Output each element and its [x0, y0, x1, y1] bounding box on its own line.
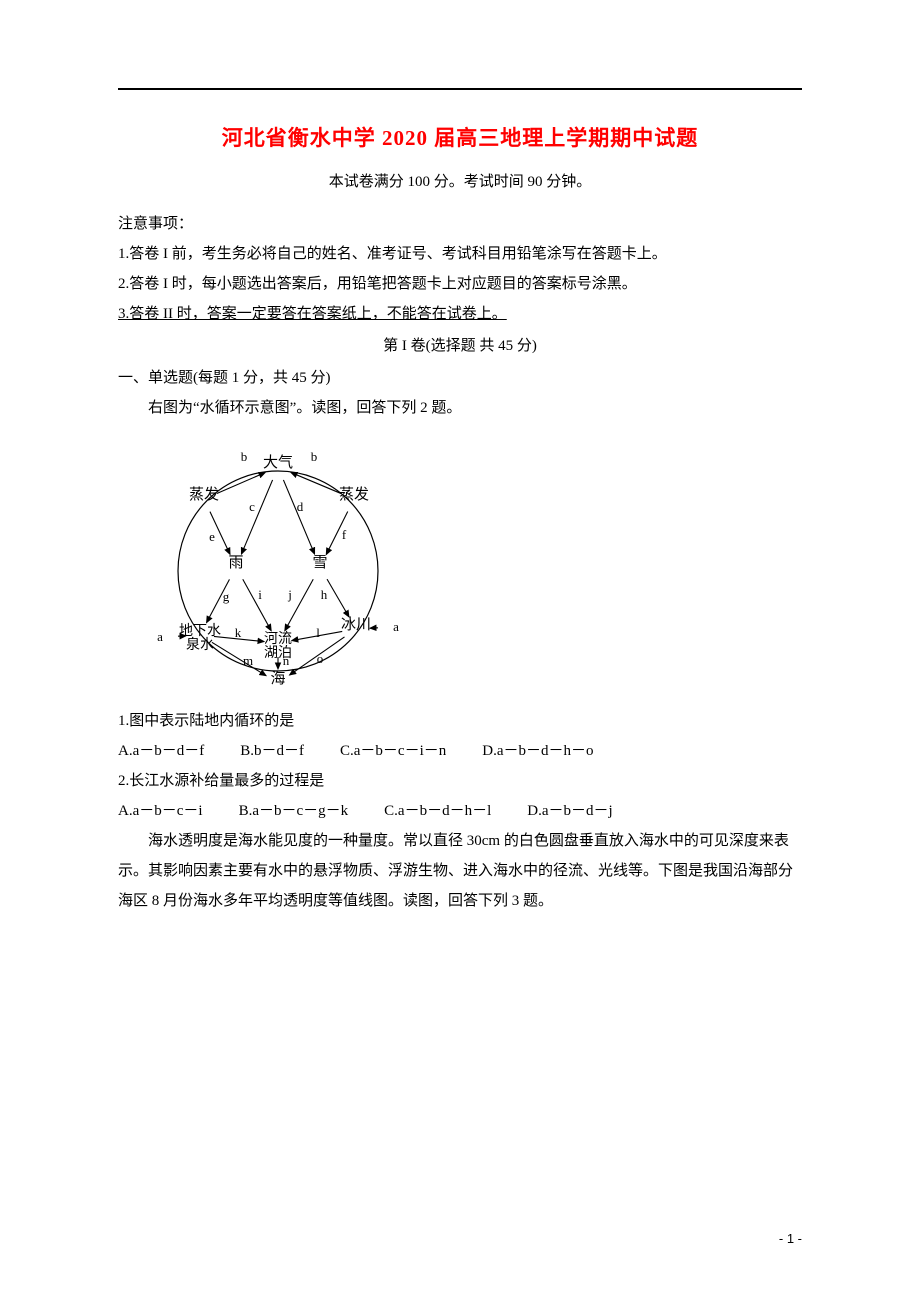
svg-text:f: f: [342, 527, 347, 542]
section-header: 一、单选题(每题 1 分，共 45 分): [118, 363, 802, 393]
q1-opt-c: C.a－b－c－i－n: [340, 736, 446, 766]
svg-text:h: h: [321, 587, 328, 602]
svg-text:雨: 雨: [228, 555, 243, 571]
svg-text:地下水: 地下水: [179, 623, 221, 639]
svg-text:b: b: [311, 449, 318, 464]
svg-text:大气: 大气: [263, 454, 293, 471]
svg-text:a: a: [157, 629, 163, 644]
svg-text:冰川: 冰川: [341, 616, 371, 633]
exam-subhead: 本试卷满分 100 分。考试时间 90 分钟。: [118, 170, 802, 191]
water-cycle-diagram: 大气蒸发蒸发雨雪地下水泉水河流湖泊冰川海bbcdefghijklmnoaa: [148, 431, 802, 696]
svg-text:j: j: [287, 587, 292, 602]
svg-text:雪: 雪: [312, 555, 327, 571]
notice-2: 2.答卷 I 时，每小题选出答案后，用铅笔把答题卡上对应题目的答案标号涂黑。: [118, 269, 802, 299]
q1-opt-d: D.a－b－d－h－o: [482, 736, 593, 766]
q2-opt-a: A.a－b－c－i: [118, 796, 203, 826]
page-number: - 1 -: [779, 1231, 802, 1246]
paper-section: 第 I 卷(选择题 共 45 分): [118, 331, 802, 361]
page-content: 河北省衡水中学 2020 届高三地理上学期期中试题 本试卷满分 100 分。考试…: [118, 122, 802, 916]
svg-text:泉水: 泉水: [186, 636, 214, 653]
svg-text:o: o: [317, 651, 324, 666]
q1-opt-b: B.b－d－f: [240, 736, 304, 766]
svg-text:g: g: [223, 589, 230, 604]
top-rule: [118, 88, 802, 90]
svg-text:m: m: [243, 653, 253, 668]
svg-text:b: b: [241, 449, 248, 464]
svg-text:l: l: [316, 625, 320, 640]
water-cycle-svg: 大气蒸发蒸发雨雪地下水泉水河流湖泊冰川海bbcdefghijklmnoaa: [148, 431, 408, 691]
q2-opt-b: B.a－b－c－g－k: [239, 796, 349, 826]
figure-intro: 右图为“水循环示意图”。读图，回答下列 2 题。: [118, 393, 802, 423]
notice-1: 1.答卷 I 前，考生务必将自己的姓名、准考证号、考试科目用铅笔涂写在答题卡上。: [118, 239, 802, 269]
svg-text:i: i: [258, 587, 262, 602]
svg-text:海: 海: [270, 670, 285, 687]
passage-2: 海水透明度是海水能见度的一种量度。常以直径 30cm 的白色圆盘垂直放入海水中的…: [118, 826, 802, 916]
q1-opt-a: A.a－b－d－f: [118, 736, 204, 766]
svg-text:n: n: [283, 653, 290, 668]
notice-header: 注意事项：: [118, 209, 802, 239]
q1-stem: 1.图中表示陆地内循环的是: [118, 706, 802, 736]
q2-options: A.a－b－c－i B.a－b－c－g－k C.a－b－d－h－l D.a－b－…: [118, 796, 802, 826]
svg-text:a: a: [393, 619, 399, 634]
svg-text:河流: 河流: [264, 631, 292, 647]
exam-title: 河北省衡水中学 2020 届高三地理上学期期中试题: [118, 122, 802, 152]
q2-opt-d: D.a－b－d－j: [527, 796, 612, 826]
svg-text:d: d: [297, 499, 304, 514]
svg-text:e: e: [209, 529, 215, 544]
svg-text:k: k: [235, 625, 242, 640]
q1-options: A.a－b－d－f B.b－d－f C.a－b－c－i－n D.a－b－d－h－…: [118, 736, 802, 766]
svg-text:蒸发: 蒸发: [189, 486, 219, 503]
svg-text:蒸发: 蒸发: [339, 486, 369, 503]
notice-3: 3.答卷 II 时，答案一定要答在答案纸上，不能答在试卷上。: [118, 299, 802, 329]
q2-opt-c: C.a－b－d－h－l: [384, 796, 491, 826]
q2-stem: 2.长江水源补给量最多的过程是: [118, 766, 802, 796]
svg-text:c: c: [249, 499, 255, 514]
